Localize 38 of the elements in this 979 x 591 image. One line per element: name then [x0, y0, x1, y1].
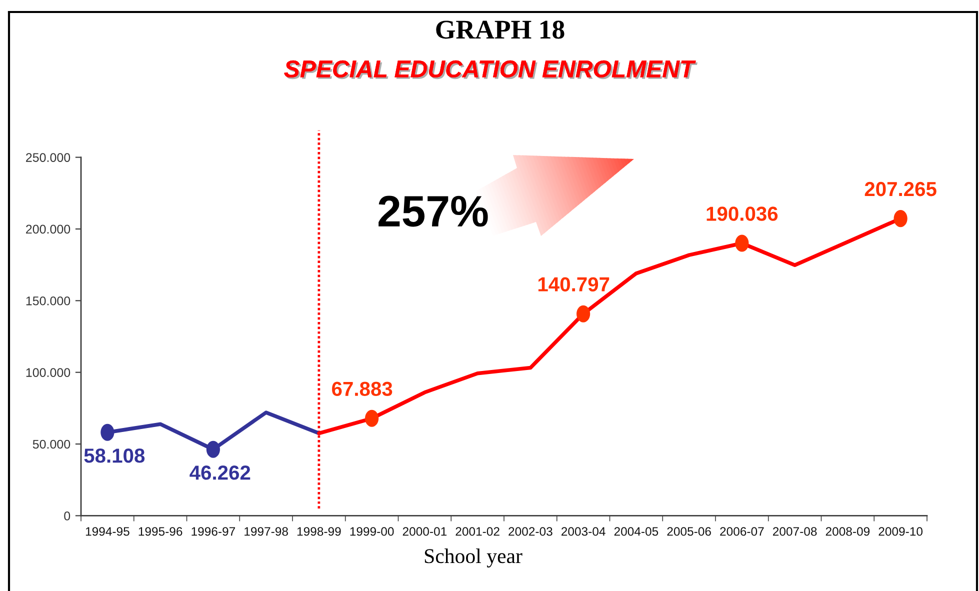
- point: [365, 410, 379, 427]
- point: [100, 424, 114, 441]
- x-axis-title: School year: [424, 548, 522, 568]
- x-tick-label: 2000-01: [402, 527, 447, 536]
- chart-title: GRAPH 18: [436, 20, 564, 39]
- x-tick-label: 2005-06: [667, 527, 711, 536]
- y-tick-label: 150.000: [26, 296, 70, 306]
- data-label: 140.797: [538, 277, 610, 292]
- x-tick-label: 2008-09: [826, 527, 870, 536]
- annotation: 257%: [378, 196, 488, 227]
- point: [206, 440, 220, 458]
- x-tick-label: 2007-08: [773, 527, 817, 536]
- x-tick-label: 1994-95: [86, 527, 130, 536]
- y-tick-label: 200.000: [26, 224, 70, 234]
- data-label: 67.883: [332, 382, 392, 396]
- y-tick-label: 100.000: [26, 368, 70, 377]
- x-tick-label: 2009-10: [878, 527, 923, 536]
- x-tick-label: 2001-02: [456, 527, 500, 536]
- y-tick-label: 0: [64, 512, 70, 520]
- x-tick-label: 2006-07: [720, 527, 764, 536]
- x-tick-label: 1999-00: [350, 527, 394, 536]
- x-tick-label: 1997-98: [244, 527, 288, 536]
- data-label: 190.036: [706, 206, 778, 221]
- y-tick-label: 50.000: [32, 440, 70, 449]
- x-tick-label: 1998-99: [297, 527, 341, 536]
- y-tick-label: 250.000: [26, 153, 70, 162]
- point: [735, 234, 749, 252]
- x-tick-label: 1996-97: [192, 527, 236, 536]
- x-tick-label: 1995-96: [138, 527, 182, 536]
- data-label: 46.262: [190, 466, 250, 480]
- data-label: 207.265: [864, 182, 936, 196]
- x-tick-label: 2003-04: [562, 527, 606, 536]
- point: [576, 305, 590, 322]
- x-tick-label: 2004-05: [614, 527, 658, 536]
- chart-subtitle: SPECIAL EDUCATION ENROLMENT: [284, 60, 698, 80]
- point: [894, 210, 908, 228]
- x-tick-label: 2002-03: [508, 527, 552, 536]
- data-label: 58.108: [84, 448, 145, 463]
